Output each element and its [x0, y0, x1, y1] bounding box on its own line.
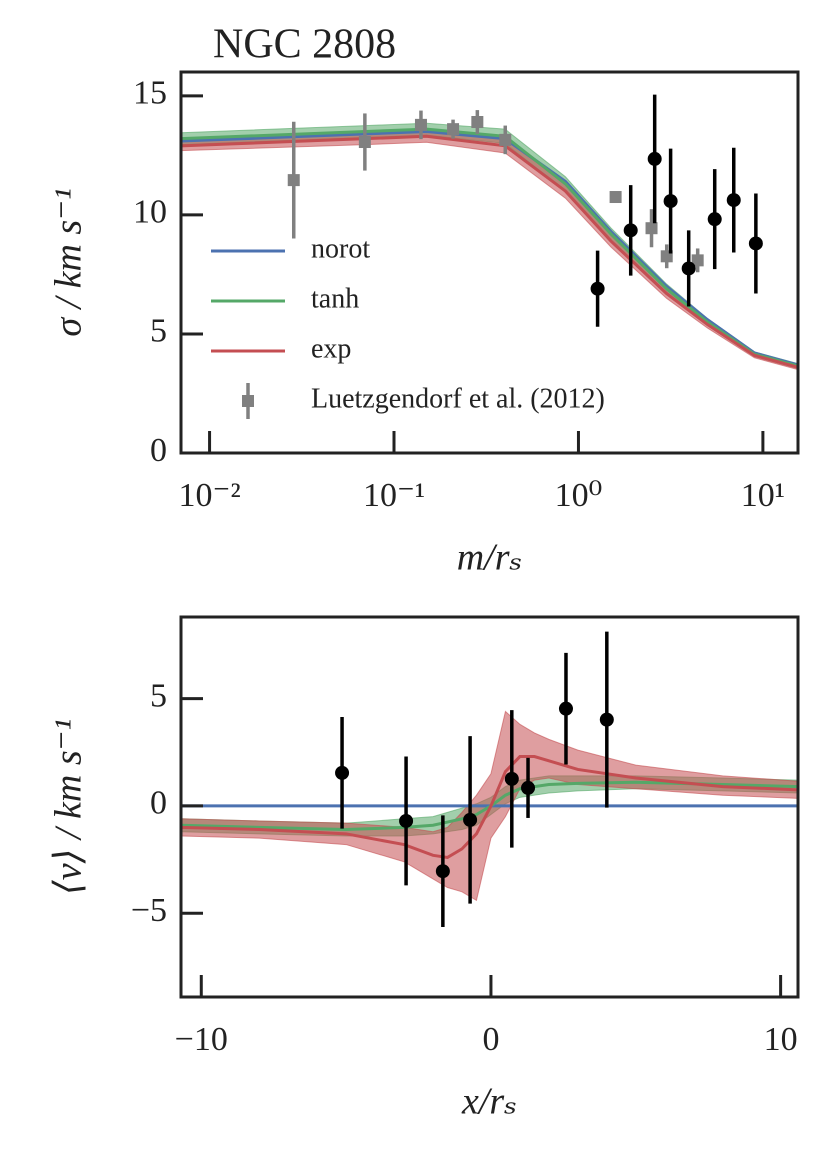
data-point — [707, 212, 722, 227]
chart-title: NGC 2808 — [213, 22, 396, 68]
x-tick-label: 10 — [764, 1021, 798, 1058]
legend-swatch — [242, 395, 254, 407]
data-point — [645, 222, 658, 235]
data-point — [691, 254, 704, 267]
y-tick-label: 0 — [150, 785, 167, 822]
data-point — [609, 191, 622, 204]
data-point — [521, 780, 536, 795]
x-tick-label: 10⁰ — [555, 477, 603, 514]
data-point — [590, 281, 605, 296]
legend-label: tanh — [311, 283, 359, 314]
data-point — [599, 712, 614, 727]
x-axis-label: m/rₛ — [457, 537, 523, 579]
data-point — [663, 194, 678, 209]
y-axis-label: ⟨v⟩ / km s⁻¹ — [48, 719, 90, 895]
x-tick-label: −10 — [175, 1021, 228, 1058]
data-point — [748, 236, 763, 251]
x-tick-label: 0 — [482, 1021, 499, 1058]
data-point — [335, 765, 350, 780]
y-tick-label: 5 — [150, 677, 167, 714]
data-point — [558, 701, 573, 716]
legend: norot tanh exp Luetzgendorf et al. (2012) — [211, 233, 605, 419]
data-point — [358, 136, 371, 149]
legend-label: exp — [311, 333, 351, 364]
data-point — [504, 771, 519, 786]
legend-label: norot — [311, 233, 370, 264]
confidence-band — [181, 122, 798, 369]
x-tick-label: 10⁻¹ — [363, 477, 425, 514]
model-line — [181, 130, 798, 367]
model-line — [181, 755, 798, 860]
y-tick-label: 15 — [133, 75, 167, 112]
data-point — [471, 116, 484, 129]
data-point — [681, 261, 696, 276]
data-point — [447, 123, 460, 136]
x-tick-label: 10⁻² — [179, 477, 241, 514]
y-tick-label: 5 — [150, 313, 167, 350]
x-axis-label: x/rₛ — [461, 1081, 517, 1123]
data-point — [414, 118, 427, 131]
plot-area — [181, 94, 798, 371]
data-point — [435, 864, 450, 879]
axes-frame — [179, 70, 800, 455]
model-line — [181, 127, 798, 368]
data-point — [647, 151, 662, 166]
legend-label: Luetzgendorf et al. (2012) — [311, 383, 605, 414]
data-point — [399, 813, 414, 828]
x-tick-label: 10¹ — [741, 477, 785, 514]
data-point — [623, 223, 638, 238]
y-tick-label: −5 — [131, 892, 167, 929]
data-point — [287, 174, 300, 187]
y-tick-label: 10 — [133, 194, 167, 231]
y-tick-label: 0 — [150, 432, 167, 469]
y-axis-label: σ / km s⁻¹ — [48, 188, 90, 336]
data-point — [726, 193, 741, 208]
plot-area — [181, 631, 798, 928]
data-point — [463, 812, 478, 827]
model-line — [181, 134, 798, 369]
data-point — [499, 133, 512, 146]
